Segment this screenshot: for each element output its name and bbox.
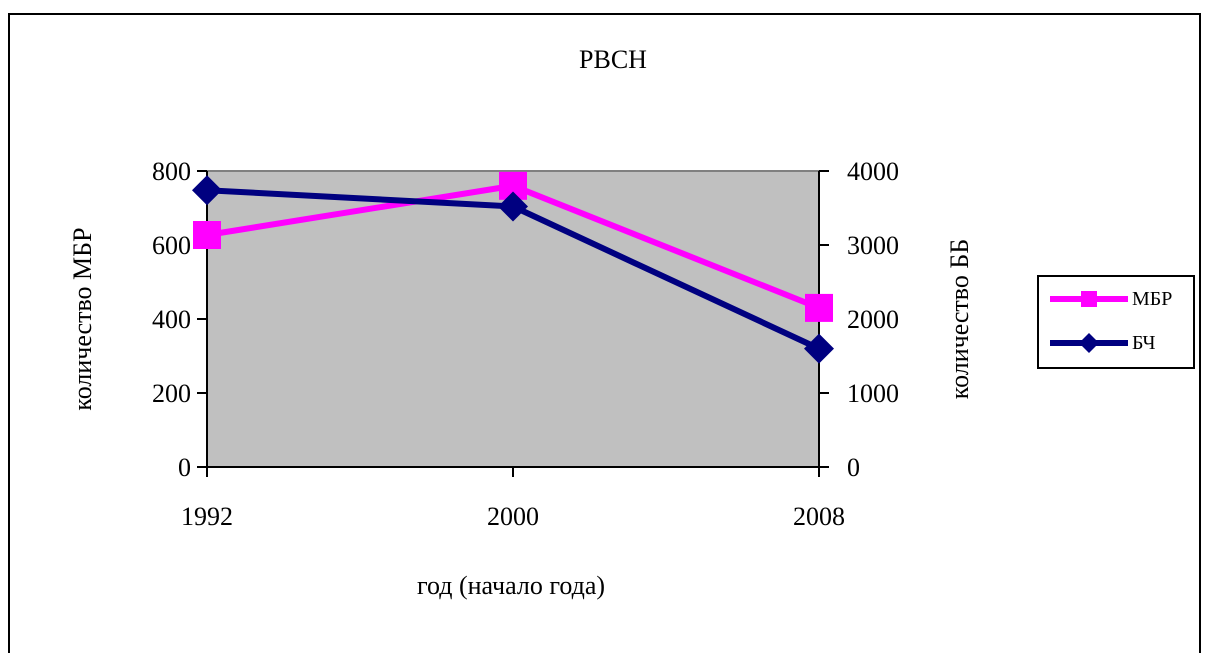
y2-axis-title: количество ББ xyxy=(945,239,974,399)
y-tick-label: 600 xyxy=(152,231,191,260)
y-tick-label: 0 xyxy=(178,453,191,482)
data-point-bch xyxy=(192,175,222,206)
y2-tick-label: 0 xyxy=(847,453,860,482)
data-point-mbr xyxy=(193,221,221,250)
legend-label: БЧ xyxy=(1132,332,1156,354)
legend-swatch-marker xyxy=(1081,291,1097,307)
y2-tick-label: 4000 xyxy=(847,157,899,186)
legend-label: МБР xyxy=(1132,288,1172,310)
data-point-mbr xyxy=(805,293,833,322)
y2-tick-label: 2000 xyxy=(847,305,899,334)
y2-tick-label: 1000 xyxy=(847,379,899,408)
x-tick-label: 1992 xyxy=(181,502,233,531)
series-layer xyxy=(192,171,834,364)
chart-title: РВСН xyxy=(579,45,647,74)
data-point-bch xyxy=(804,333,834,364)
y2-tick-label: 3000 xyxy=(847,231,899,260)
y-axis-title: количество МБР xyxy=(68,227,97,410)
y-tick-label: 800 xyxy=(152,157,191,186)
x-tick-label: 2008 xyxy=(793,502,845,531)
legend: МБР БЧ xyxy=(1037,275,1195,369)
x-axis-title: год (начало года) xyxy=(417,571,605,600)
data-point-bch xyxy=(498,191,528,222)
legend-box xyxy=(1037,275,1195,369)
legend-swatch-marker xyxy=(1079,333,1099,353)
x-tick-label: 2000 xyxy=(487,502,539,531)
y-tick-label: 400 xyxy=(152,305,191,334)
y-tick-label: 200 xyxy=(152,379,191,408)
